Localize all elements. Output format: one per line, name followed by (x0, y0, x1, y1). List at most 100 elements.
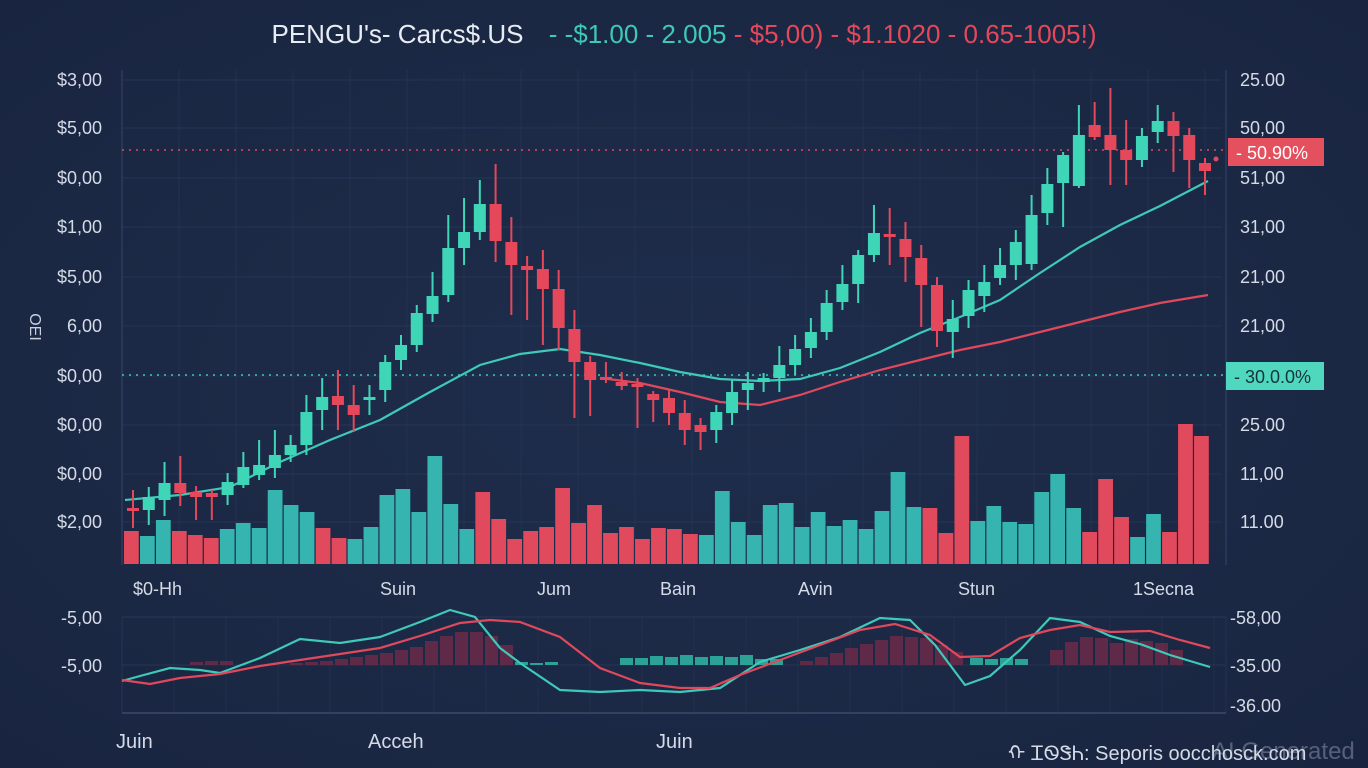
ma-fast-line (124, 180, 1209, 502)
histogram-bar (665, 657, 678, 665)
ma-slow-line (599, 293, 1209, 407)
volume-bar (331, 538, 347, 564)
candle-body (946, 319, 959, 332)
left-axis-tick: $0,00 (57, 415, 102, 435)
volume-bar (667, 529, 682, 564)
candle-body (741, 383, 754, 390)
histogram-bar (920, 638, 933, 665)
axis-labels: $3,00 $5,00 $0,00 $1,00 $5,00 6,00 $0,00 $0,00 $… (57, 70, 1285, 753)
histogram-bar (320, 661, 333, 665)
candle-body (379, 362, 392, 390)
candle-body (994, 265, 1007, 278)
candle-body (852, 255, 865, 284)
histogram-bar (530, 663, 543, 665)
left-axis-tick: $0,00 (57, 168, 102, 188)
left-axis-tick: $5,00 (57, 267, 102, 287)
volume-bar (794, 527, 810, 564)
candle-body (820, 303, 833, 332)
volume-bar (1050, 474, 1066, 564)
volume-bar (155, 520, 171, 564)
candle-body (300, 412, 313, 445)
volume-bar (619, 527, 634, 564)
volume-bar (906, 507, 922, 564)
candle-body (536, 269, 549, 289)
histogram-bar (800, 661, 813, 665)
candle-body (678, 413, 691, 430)
volume-bar (491, 519, 507, 564)
candle-body (268, 455, 281, 468)
candle-body (1025, 215, 1038, 264)
volume-bar (1098, 479, 1113, 564)
volume-bar (283, 505, 299, 564)
volume-bar (970, 521, 986, 564)
histogram-bar (875, 640, 888, 665)
right-axis-tick: 21,00 (1240, 316, 1285, 336)
title-symbol: PENGU's- Carcs$.US (271, 18, 524, 49)
candle-body (331, 396, 344, 405)
histogram-bar (425, 641, 438, 665)
volume-bar (459, 529, 475, 564)
histogram-bar (620, 658, 633, 665)
macd_red-line (121, 618, 1211, 690)
candle-body (158, 483, 171, 500)
histogram-bar (725, 657, 738, 665)
candle-body (442, 248, 455, 295)
candle-body (363, 397, 376, 400)
ind-left-tick: -5,00 (61, 608, 102, 628)
volume-bar (1130, 537, 1145, 564)
histogram-bar (695, 657, 708, 665)
histogram-bar (845, 648, 858, 665)
candle-body (962, 290, 975, 316)
histogram-bar (290, 663, 303, 665)
candle-body (426, 296, 439, 314)
volume-bar (826, 526, 842, 564)
volume-bar (922, 508, 938, 564)
candle-body (221, 482, 234, 495)
left-axis-tick: 6,00 (67, 316, 102, 336)
candle-body (867, 233, 880, 255)
signal_teal-line (121, 608, 1211, 694)
candle-body (726, 392, 739, 413)
volume-bar (443, 504, 459, 564)
volume-bar (475, 492, 491, 564)
ind-right-tick: -58,00 (1230, 608, 1281, 628)
volume-bar (315, 528, 331, 564)
y-axis-title: OEI (25, 313, 43, 341)
volume-bar (810, 512, 826, 564)
moving-averages (124, 180, 1209, 502)
volume-bar (954, 436, 970, 564)
candle-body (1041, 184, 1054, 213)
histogram-bar (220, 661, 233, 665)
volume-bar (842, 520, 858, 564)
histogram-bar (905, 637, 918, 665)
right-axis-tick: 51,00 (1240, 168, 1285, 188)
candle-body (647, 394, 660, 400)
candle-body (316, 397, 329, 410)
chart-title: PENGU's- Carcs$.US - -$1.00 - 2.005 - $5… (0, 14, 1368, 54)
volume-bar (1034, 492, 1050, 564)
volume-bar (427, 456, 443, 564)
histogram-bar (1050, 650, 1063, 665)
reference-lines: - 50.90% - 30.0.0% (122, 138, 1324, 390)
candle-body (1072, 135, 1085, 186)
candle-body (473, 204, 486, 232)
volume-bar (267, 490, 283, 564)
histogram-bar (985, 659, 998, 665)
histogram-bar (395, 650, 408, 665)
volume-bar (571, 523, 586, 564)
candle-body (205, 493, 218, 497)
histogram-bar (680, 655, 693, 665)
histogram-bar (545, 662, 558, 665)
volume-bar (1114, 517, 1129, 564)
candle-body (1167, 121, 1180, 136)
volume-bar (986, 506, 1002, 564)
candle-body (142, 497, 155, 510)
candle-body (631, 384, 644, 387)
candle-body (836, 284, 849, 302)
volume-bar (858, 529, 874, 564)
histogram-bar (350, 657, 363, 665)
candle-body (694, 425, 707, 432)
candle-body (458, 232, 471, 248)
volume-bar (874, 511, 890, 564)
